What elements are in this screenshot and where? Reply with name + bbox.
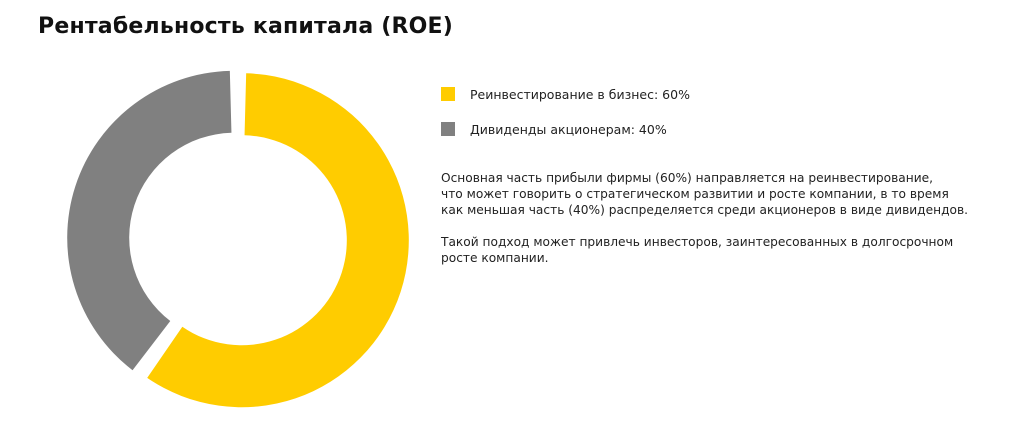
legend-swatch-dividends	[441, 122, 455, 136]
legend-item-reinvestment: Реинвестирование в бизнес: 60%	[441, 83, 690, 105]
description-paragraph: Такой подход может привлечь инвесторов, …	[441, 235, 954, 265]
legend-swatch-reinvestment	[441, 87, 455, 101]
legend-label-reinvestment: Реинвестирование в бизнес: 60%	[470, 86, 690, 102]
chart-description: Основная часть прибыли фирмы (60%) напра…	[441, 170, 1011, 282]
chart-title: Рентабельность капитала (ROE)	[38, 14, 454, 39]
chart-legend: Реинвестирование в бизнес: 60% Дивиденды…	[441, 83, 690, 153]
legend-item-dividends: Дивиденды акционерам: 40%	[441, 118, 690, 140]
donut-slice-dividends	[67, 70, 232, 371]
donut-chart	[67, 70, 409, 408]
description-paragraph: Основная часть прибыли фирмы (60%) напра…	[441, 171, 969, 217]
legend-label-dividends: Дивиденды акционерам: 40%	[470, 121, 667, 137]
donut-slice-reinvestment	[147, 73, 409, 408]
